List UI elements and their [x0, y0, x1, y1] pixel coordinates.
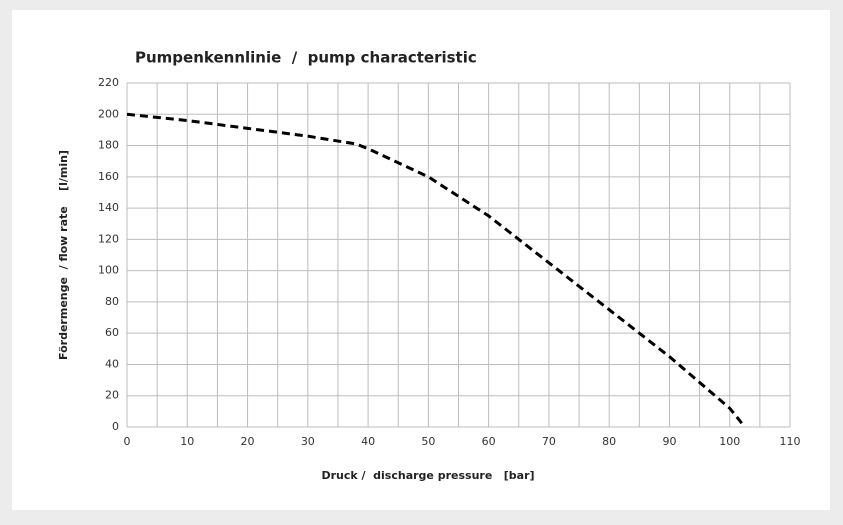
y-tick-label: 180	[98, 139, 119, 152]
y-tick-label: 220	[98, 76, 119, 89]
x-tick-label: 20	[241, 435, 255, 448]
y-tick-label: 80	[105, 295, 119, 308]
y-tick-label: 200	[98, 107, 119, 120]
y-tick-label: 20	[105, 389, 119, 402]
y-tick-label: 120	[98, 232, 119, 245]
y-axis-label: Fördermenge / flow rate [l/min]	[57, 150, 70, 360]
x-tick-label: 110	[780, 435, 801, 448]
y-tick-label: 160	[98, 170, 119, 183]
x-tick-label: 50	[421, 435, 435, 448]
x-tick-label: 70	[542, 435, 556, 448]
y-tick-label: 100	[98, 264, 119, 277]
x-tick-label: 10	[180, 435, 194, 448]
x-tick-label: 80	[602, 435, 616, 448]
x-tick-label: 100	[719, 435, 740, 448]
x-tick-label: 90	[662, 435, 676, 448]
y-tick-label: 60	[105, 326, 119, 339]
x-tick-label: 0	[124, 435, 131, 448]
chart-title: Pumpenkennlinie / pump characteristic	[135, 49, 477, 67]
y-tick-label: 40	[105, 357, 119, 370]
y-tick-label: 140	[98, 201, 119, 214]
y-tick-label: 0	[112, 420, 119, 433]
line-series	[126, 112, 746, 428]
x-tick-label: 30	[301, 435, 315, 448]
x-tick-label: 40	[361, 435, 375, 448]
x-tick-label: 60	[482, 435, 496, 448]
x-axis-label: Druck / discharge pressure [bar]	[321, 469, 534, 482]
